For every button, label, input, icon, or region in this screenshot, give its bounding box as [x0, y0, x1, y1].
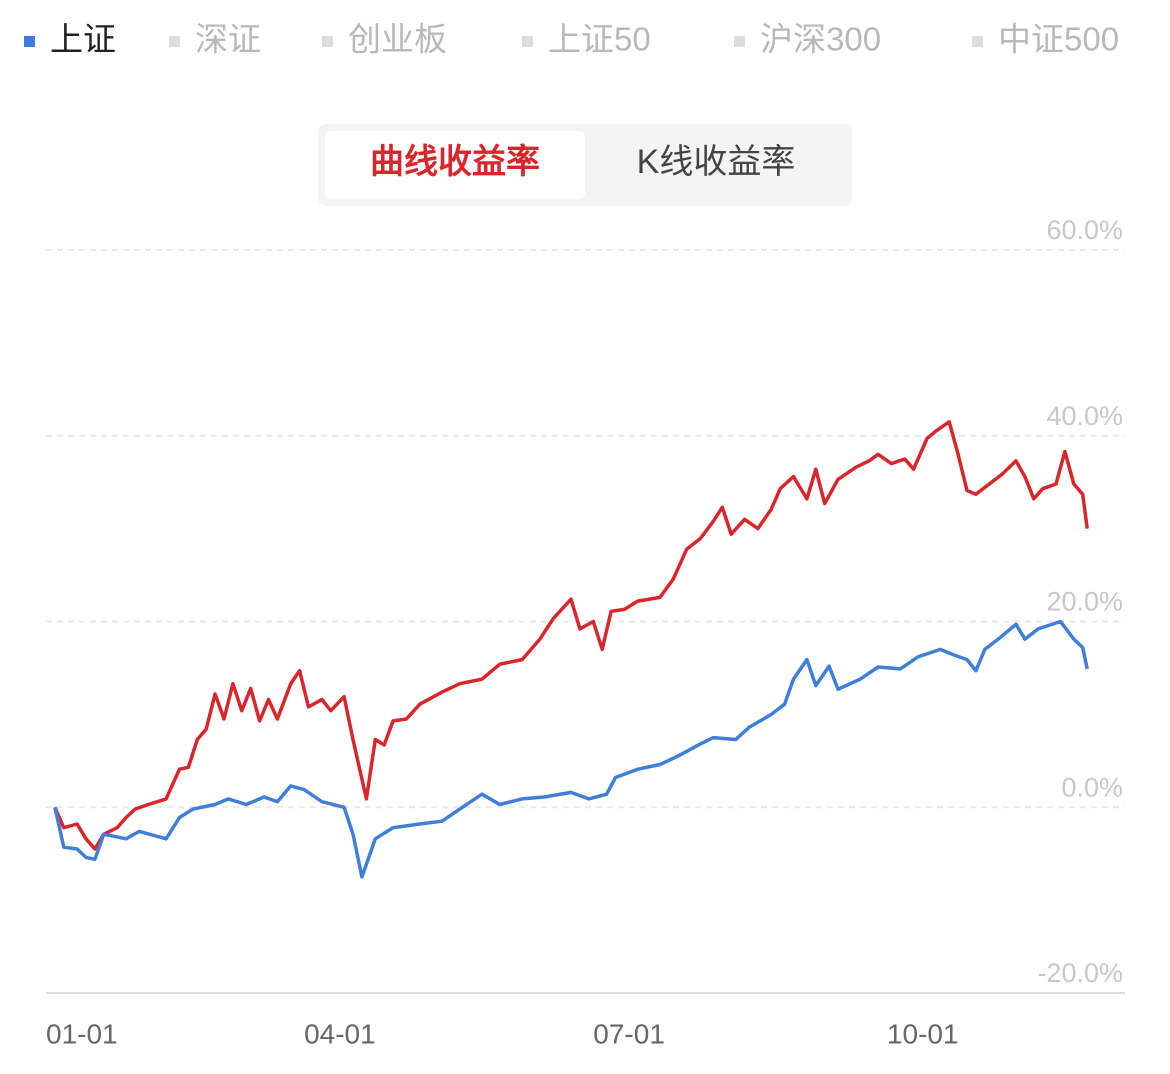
y-tick-label: -20.0%	[1037, 958, 1123, 988]
tab-marker	[24, 36, 35, 47]
y-tick-label: 0.0%	[1061, 772, 1123, 802]
index-tab[interactable]: 上证	[50, 21, 116, 58]
x-tick-label: 04-01	[304, 1018, 376, 1049]
y-tick-label: 40.0%	[1046, 401, 1123, 431]
index-tab[interactable]: 沪深300	[760, 21, 881, 58]
x-tick-label: 01-01	[46, 1018, 118, 1049]
x-tick-label: 10-01	[887, 1018, 959, 1049]
index-tab[interactable]: 深证	[195, 21, 261, 58]
tab-marker	[522, 36, 533, 47]
data-line	[53, 420, 1089, 851]
toggle-button[interactable]: K线收益率	[637, 143, 796, 181]
index-tab[interactable]: 创业板	[348, 21, 447, 58]
toggle-button[interactable]: 曲线收益率	[370, 143, 540, 181]
tab-marker	[972, 36, 983, 47]
tab-marker	[322, 36, 333, 47]
index-tab[interactable]: 中证500	[998, 21, 1119, 58]
index-tab[interactable]: 上证50	[548, 21, 651, 58]
data-line	[53, 619, 1089, 879]
x-tick-label: 07-01	[593, 1018, 665, 1049]
y-tick-label: 60.0%	[1046, 215, 1123, 245]
toggle-active-bg	[325, 131, 585, 199]
tab-marker	[169, 36, 180, 47]
y-tick-label: 20.0%	[1046, 587, 1123, 617]
tab-marker	[734, 36, 745, 47]
